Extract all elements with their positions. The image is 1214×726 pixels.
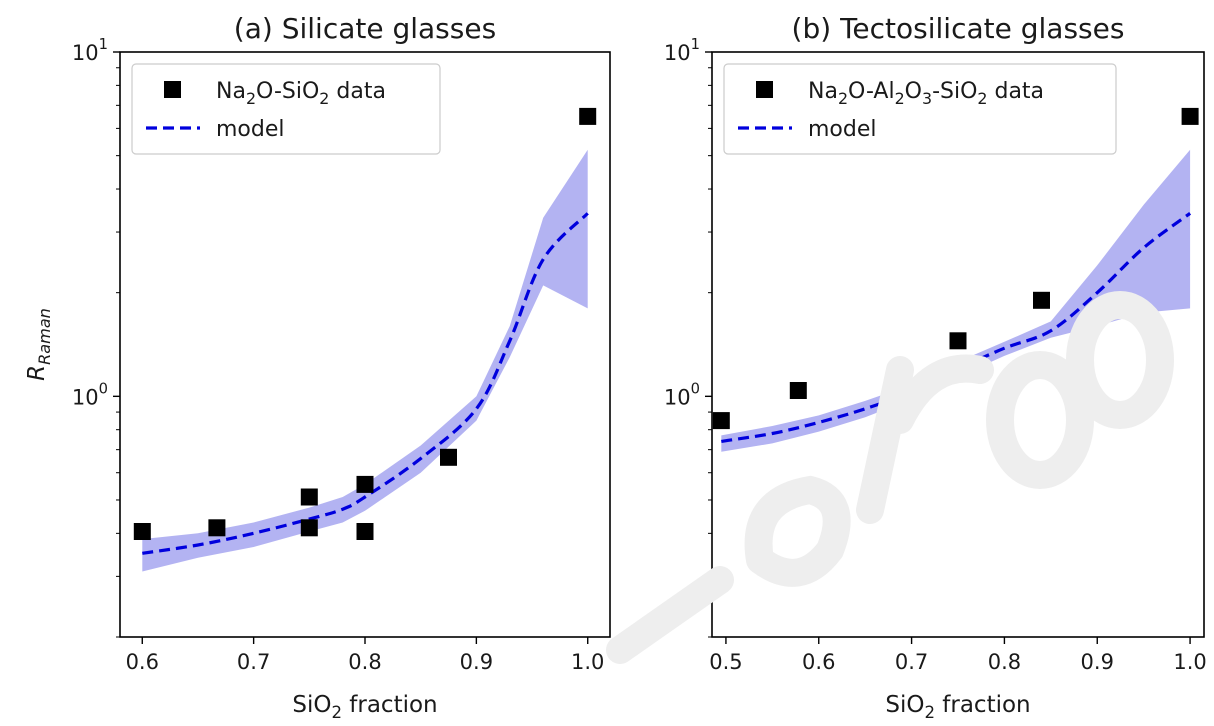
data-point [356,523,374,540]
x-tick-label: 0.8 [348,650,381,674]
data-point [300,519,318,537]
x-tick-label: 0.6 [802,650,835,674]
chart-title: (b) Tectosilicate glasses [792,12,1125,45]
chart-title: (a) Silicate glasses [234,12,496,45]
legend: Na2O-SiO2 data model [131,63,441,155]
data-point [789,382,807,399]
x-tick-label: 1.0 [1173,650,1206,674]
panel-a: 0.6 0.7 0.8 0.9 1.0 100 101 (a) Silicate glasse… [24,12,611,722]
y-tick-label: 100 [664,380,700,409]
uncertainty-band [721,149,1191,452]
data-point [356,475,374,493]
data-point [949,332,967,350]
legend-marker-square [756,81,773,98]
data-point [300,488,318,506]
plot-area [142,149,589,572]
x-axis-label: SiO2 fraction [885,692,1030,722]
legend-entry-label: Na2O-Al2O3-SiO2 data [808,79,1044,108]
uncertainty-band [142,149,588,572]
plot-area [721,149,1192,452]
model-line [142,212,589,555]
y-axis-label: RRaman [24,308,54,381]
y-tick-label: 101 [664,36,700,65]
x-tick-label: 0.8 [988,650,1021,674]
legend-box [723,63,1117,155]
legend-box [131,63,441,155]
data-point [440,448,457,466]
data-point [133,523,151,540]
data-point [208,519,226,537]
x-tick-label: 0.7 [895,650,928,674]
data-point [876,425,894,443]
legend: Na2O-Al2O3-SiO2 data model [723,63,1117,155]
y-tick-label: 101 [72,36,108,65]
data-point [1033,291,1050,309]
x-tick-label: 1.0 [571,650,604,674]
data-point [1181,107,1199,125]
x-tick-label: 0.9 [460,650,493,674]
x-tick-label: 0.6 [126,650,159,674]
x-tick-label: 0.7 [237,650,270,674]
data-point [579,107,597,125]
legend-entry-label: Na2O-SiO2 data [216,79,386,108]
data-point [712,412,730,430]
x-tick-label: 0.9 [1081,650,1114,674]
legend-marker-square [164,81,181,98]
axes-frame [711,51,1205,638]
legend-entry-label: model [216,117,285,142]
x-tick-label: 0.5 [709,650,742,674]
panel-b: 0.5 0.6 0.7 0.8 0.9 1.0 100 101 (b) Tectosilicat… [664,12,1207,722]
legend-entry-label: model [808,117,877,142]
x-axis-label: SiO2 fraction [292,692,437,722]
y-tick-label: 100 [72,380,108,409]
